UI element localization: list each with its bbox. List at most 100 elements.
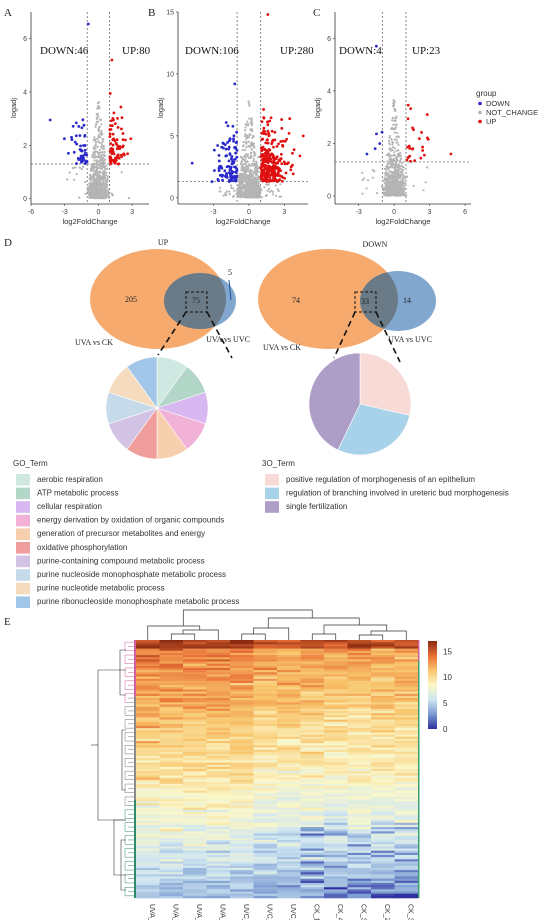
point: [265, 178, 269, 182]
heatmap-cell: [347, 642, 372, 645]
point: [232, 187, 235, 190]
heatmap-cell: [277, 680, 301, 684]
point: [261, 177, 265, 181]
point: [96, 150, 99, 153]
point: [401, 168, 405, 172]
heatmap-cell: [159, 685, 184, 688]
heatmap-cell: [183, 822, 207, 826]
point: [105, 193, 108, 196]
heatmap-cell: [136, 640, 160, 643]
point: [260, 131, 264, 135]
point: [108, 149, 112, 153]
point: [396, 179, 399, 182]
point: [284, 171, 288, 175]
points-down: [48, 22, 90, 165]
heatmap-cell: [347, 855, 372, 858]
heatmap-cell: [253, 824, 278, 828]
heatmap-cell: [253, 895, 278, 899]
heatmap-cell: [253, 670, 278, 673]
heatmap-cell: [183, 642, 207, 645]
heatmap-cell: [159, 723, 184, 727]
heatmap-cell: [300, 756, 325, 759]
heatmap-cell: [206, 833, 231, 836]
heatmap-column-label: CK_3: [359, 904, 366, 920]
heatmap-cell: [183, 796, 207, 800]
point: [390, 178, 393, 182]
point: [230, 186, 233, 190]
heatmap-cell: [300, 893, 325, 897]
heatmap-cell: [183, 878, 207, 882]
point: [82, 144, 85, 147]
heatmap-cell: [347, 685, 372, 688]
point: [112, 137, 116, 141]
heatmap-column-label: UVA_1: [195, 904, 202, 920]
heatmap-cell: [347, 803, 372, 806]
point: [220, 145, 224, 149]
point: [232, 194, 235, 197]
heatmap-cell: [206, 676, 231, 679]
heatmap-cell: [159, 758, 184, 761]
heatmap-cell: [159, 779, 184, 783]
heatmap-cell: [230, 805, 254, 808]
heatmap-cell: [253, 874, 278, 877]
point: [250, 151, 253, 154]
point: [78, 196, 81, 199]
point: [395, 156, 398, 159]
heatmap-cell: [394, 640, 419, 643]
heatmap-cell: [347, 777, 372, 781]
heatmap-cell: [183, 805, 207, 808]
heatmap-cell: [230, 796, 254, 800]
legend-label: NOT_CHANGE: [486, 108, 538, 117]
heatmap-cell: [371, 644, 395, 647]
point: [275, 173, 279, 177]
heatmap-cell: [371, 762, 395, 765]
heatmap-cell: [277, 657, 301, 660]
point: [255, 174, 258, 177]
heatmap-cell: [253, 771, 278, 774]
heatmap-cell: [183, 753, 207, 757]
heatmap-cell: [253, 695, 278, 699]
point: [119, 105, 123, 109]
heatmap-cell: [300, 747, 325, 750]
point: [391, 148, 394, 152]
heatmap-cell: [371, 891, 395, 894]
point: [92, 169, 95, 172]
heatmap-cell: [394, 689, 419, 692]
heatmap-cell: [324, 743, 348, 746]
heatmap-cell: [159, 796, 184, 800]
heatmap-cell: [159, 824, 184, 828]
heatmap-cell: [136, 779, 160, 783]
heatmap-cell: [394, 837, 419, 841]
heatmap-cell: [206, 766, 231, 770]
heatmap-cell: [300, 713, 325, 716]
heatmap-cell: [253, 809, 278, 813]
heatmap-cell: [253, 788, 278, 791]
venn-left-set: [258, 249, 398, 349]
heatmap-cell: [159, 792, 184, 796]
heatmap-cell: [371, 736, 395, 740]
heatmap-cell: [253, 766, 278, 770]
heatmap-cell: [300, 743, 325, 746]
point: [111, 150, 114, 154]
heatmap-cell: [253, 784, 278, 787]
point: [90, 188, 93, 191]
heatmap-cell: [394, 745, 419, 748]
heatmap-cell: [347, 850, 372, 854]
point: [86, 189, 89, 192]
heatmap-cell: [277, 818, 301, 821]
heatmap-cell: [277, 674, 301, 677]
heatmap-cell: [394, 747, 419, 750]
heatmap-cell: [136, 646, 160, 649]
y-tick-label: 4: [23, 90, 27, 97]
point: [129, 137, 133, 141]
heatmap-cell: [394, 779, 419, 783]
heatmap-cell: [347, 796, 372, 800]
heatmap-cell: [394, 889, 419, 892]
point: [248, 104, 251, 107]
heatmap-cell: [136, 689, 160, 692]
heatmap-cell: [159, 717, 184, 720]
point: [235, 130, 239, 134]
heatmap-cell: [253, 852, 278, 856]
heatmap-cell: [394, 812, 419, 815]
point: [390, 154, 393, 157]
